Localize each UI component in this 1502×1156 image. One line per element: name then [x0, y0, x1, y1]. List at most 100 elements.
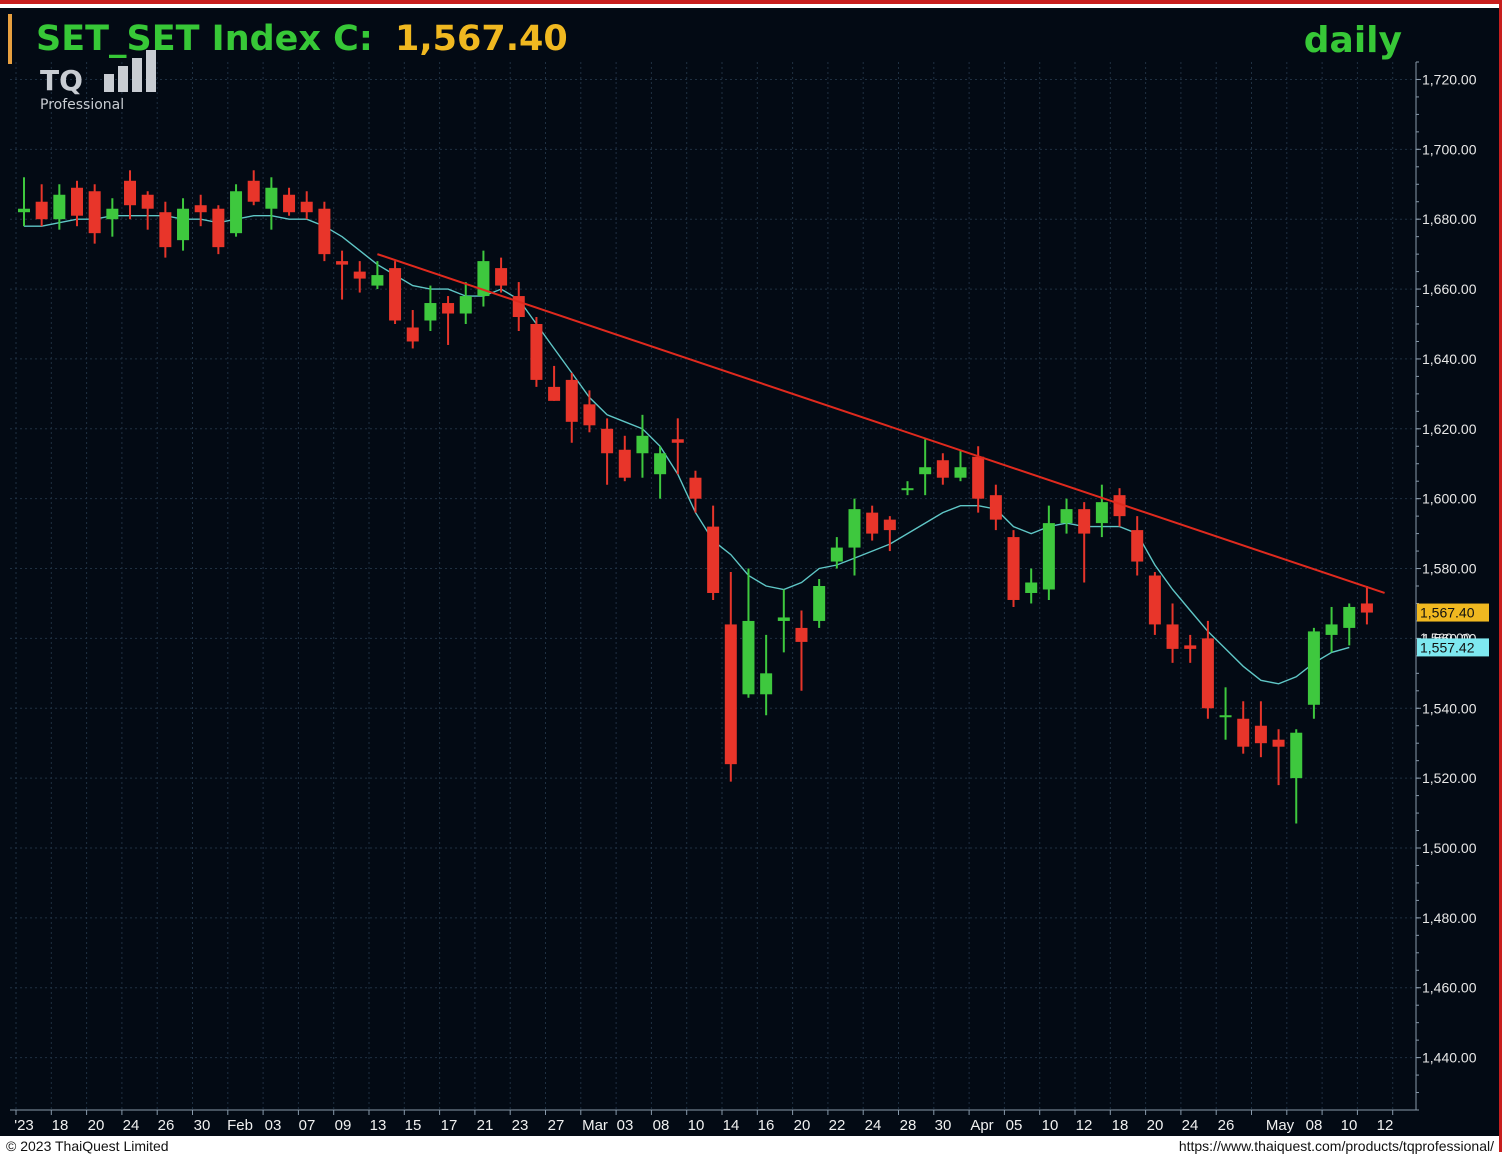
candle: [141, 191, 154, 230]
source-url: https://www.thaiquest.com/products/tqpro…: [1179, 1138, 1494, 1154]
price-tick-label: 1,580.00: [1422, 561, 1477, 577]
candle: [88, 184, 101, 244]
candle-body: [654, 453, 667, 475]
candle-body: [689, 477, 702, 499]
candle-body: [1272, 739, 1285, 747]
candle: [1307, 627, 1320, 719]
resistance-trendline: [377, 253, 1385, 594]
candle-body: [1007, 537, 1020, 600]
candle: [760, 634, 773, 716]
date-tick-label: '23: [14, 1117, 34, 1134]
candle-body: [813, 586, 826, 621]
candle: [866, 505, 879, 541]
candle-body: [989, 495, 1002, 520]
candle-body: [1025, 582, 1038, 593]
date-tick-label: 18: [52, 1117, 69, 1134]
price-tick-label: 1,620.00: [1422, 421, 1477, 437]
candle: [18, 177, 30, 227]
candle-body: [1290, 732, 1303, 779]
candle: [1290, 729, 1303, 824]
candle: [35, 184, 48, 227]
candle: [318, 201, 331, 262]
price-tick-label: 1,480.00: [1422, 910, 1477, 926]
candle-body: [936, 460, 949, 478]
candle-body: [760, 673, 773, 695]
candle: [389, 261, 402, 324]
date-tick-label: 26: [158, 1117, 175, 1134]
candle: [919, 439, 932, 496]
candle: [901, 481, 914, 496]
date-tick-label: Mar: [582, 1117, 608, 1134]
date-tick-label: 24: [1182, 1117, 1199, 1134]
price-tick-label: 1,460.00: [1422, 980, 1477, 996]
date-tick-label: 15: [405, 1117, 422, 1134]
candle: [283, 187, 296, 216]
title-value: 1,567.40: [395, 19, 568, 59]
candle: [795, 610, 808, 691]
candle: [1343, 603, 1356, 646]
candle-body: [53, 194, 66, 220]
date-tick-label: 03: [617, 1117, 634, 1134]
candle-body: [901, 488, 914, 491]
candle-body: [1237, 718, 1250, 747]
candle-body: [866, 512, 879, 534]
title-accent-bar: [8, 14, 12, 64]
candle: [265, 177, 278, 230]
candle: [707, 505, 720, 600]
candle-body: [777, 617, 790, 621]
price-tick-label: 1,520.00: [1422, 770, 1477, 786]
candle: [689, 470, 702, 513]
candle-body: [1060, 509, 1073, 524]
logo-subtitle: Professional: [40, 97, 124, 113]
date-tick-label: 20: [88, 1117, 105, 1134]
candlestick-chart: 1,720.00 1,700.00 1,680.00 1,660.00 1,640.00…: [0, 8, 1499, 1156]
candle-body: [247, 180, 260, 202]
candle: [777, 589, 790, 653]
candle-body: [106, 208, 119, 220]
candle-body: [406, 327, 419, 342]
candle: [1042, 505, 1055, 600]
candle-body: [919, 467, 932, 475]
candle: [601, 418, 614, 485]
candle: [1219, 687, 1232, 740]
candle-body: [742, 620, 755, 695]
price-tick-label: 1,640.00: [1422, 351, 1477, 367]
date-tick-label: 08: [1306, 1117, 1323, 1134]
date-tick-label: Apr: [970, 1117, 993, 1134]
candle-body: [1095, 502, 1108, 524]
candle-body: [88, 191, 101, 234]
candle-body: [830, 547, 843, 562]
price-tick-label: 1,660.00: [1422, 281, 1477, 297]
date-tick-label: 20: [794, 1117, 811, 1134]
candle-body: [954, 467, 967, 478]
candle: [459, 282, 472, 324]
copyright-text: © 2023 ThaiQuest Limited: [6, 1138, 169, 1154]
candle-body: [159, 212, 172, 248]
candle: [230, 184, 243, 237]
candle-body: [1343, 606, 1356, 628]
candle-body: [1042, 523, 1055, 590]
candle-body: [177, 208, 190, 241]
date-tick-label: 18: [1112, 1117, 1129, 1134]
candle-body: [336, 261, 349, 265]
tq-logo: TQ Professional: [40, 50, 156, 113]
date-tick-label: 23: [512, 1117, 529, 1134]
candle-body: [883, 519, 896, 531]
candle: [636, 414, 649, 478]
date-tick-label: 26: [1218, 1117, 1235, 1134]
candle: [159, 201, 172, 258]
candle-body: [548, 386, 561, 401]
logo-bars-icon: [104, 50, 156, 92]
price-tick-label: 1,680.00: [1422, 211, 1477, 227]
date-tick-label: May: [1266, 1117, 1295, 1134]
candle: [742, 568, 755, 698]
candle: [353, 261, 366, 293]
candle: [247, 170, 260, 206]
candle-body: [1184, 645, 1197, 649]
candle: [972, 446, 985, 513]
date-tick-label: 16: [758, 1117, 775, 1134]
candle: [954, 449, 967, 482]
candle-body: [124, 180, 137, 206]
candle: [495, 257, 508, 293]
candle: [1113, 488, 1126, 527]
